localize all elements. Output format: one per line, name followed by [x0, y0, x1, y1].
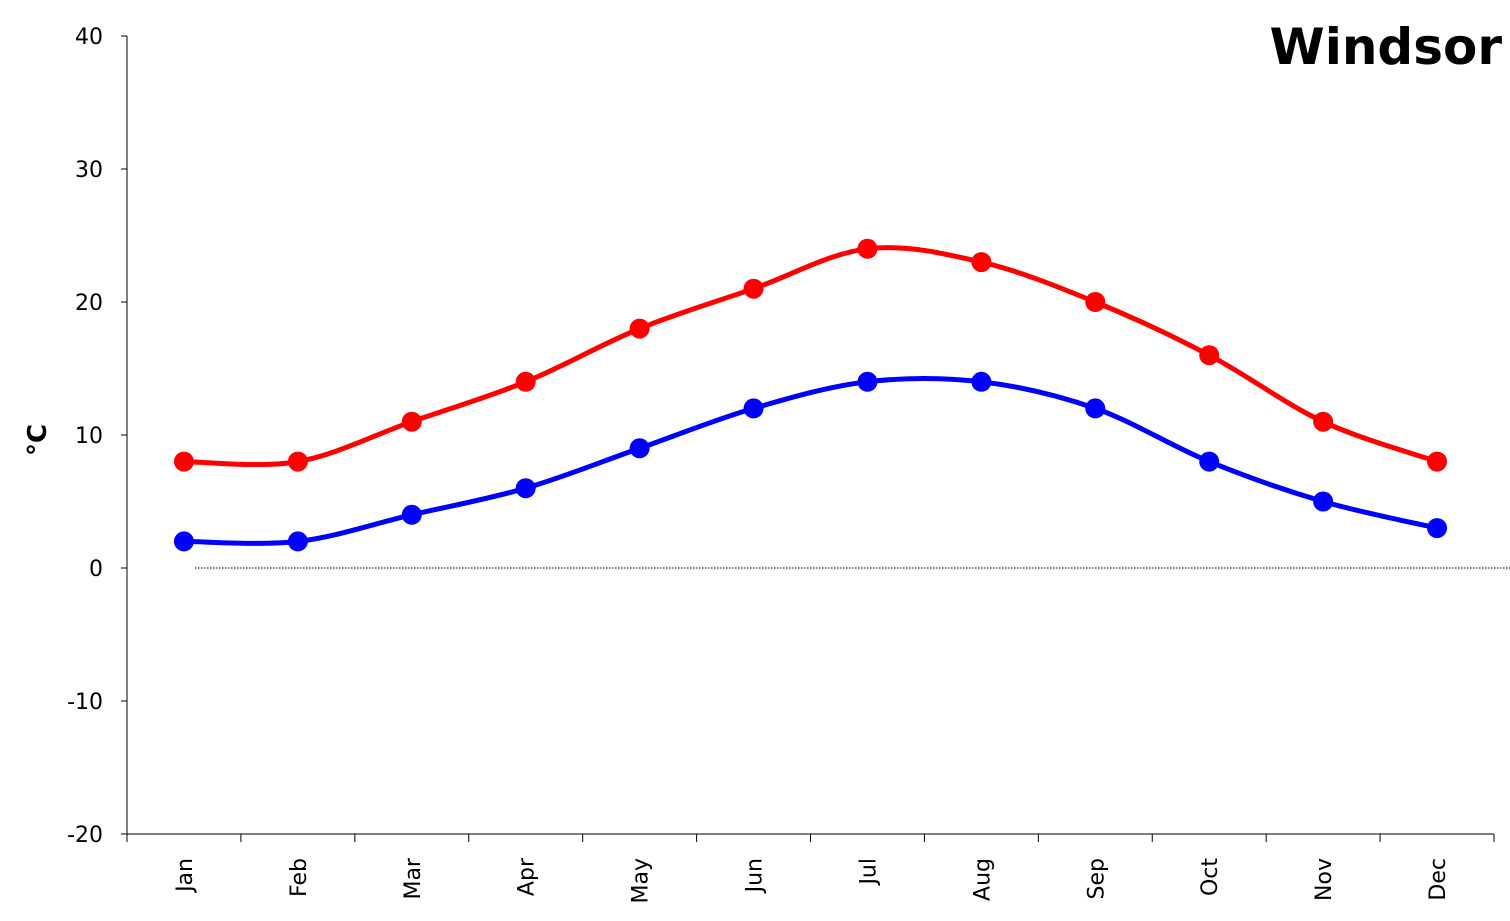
series-1-point-jun [743, 398, 764, 419]
x-tick-label: Feb [287, 858, 312, 897]
x-tick-label: Mar [401, 857, 426, 899]
y-tick-label: 10 [75, 424, 103, 449]
series-1-point-jan [173, 531, 194, 552]
x-tick-label: Apr [515, 857, 540, 896]
x-tick-label: Nov [1312, 858, 1337, 901]
y-tick-label: -20 [67, 823, 103, 848]
x-tick-label: Sep [1084, 858, 1109, 899]
series-1-point-mar [401, 504, 422, 525]
chart-title: Windsor [1269, 18, 1502, 76]
x-tick-label: Jun [743, 858, 768, 894]
series-0-point-jan [173, 451, 194, 472]
series-0-point-may [629, 318, 650, 339]
series-1-point-may [629, 438, 650, 459]
y-tick-label: 40 [75, 25, 103, 50]
chart-axes: 40 30 20 10 0 -10 -20 Jan Feb Mar Apr May Jun Jul Aug S… [67, 25, 1510, 903]
x-tick-label: Oct [1198, 858, 1223, 896]
series-0-point-sep [1085, 292, 1106, 312]
series-0-point-jun [743, 278, 764, 299]
series-0-point-apr [515, 371, 536, 392]
y-tick-label: 0 [89, 557, 103, 582]
series-1-point-dec [1427, 518, 1448, 539]
y-tick-label: 30 [75, 158, 103, 183]
series-line-0 [181, 245, 1440, 468]
series-0-point-mar [401, 411, 422, 432]
x-tick-label: May [629, 858, 654, 903]
chart-series [173, 238, 1448, 552]
x-tick-label: Dec [1426, 858, 1451, 901]
series-1-point-sep [1085, 398, 1106, 419]
series-1-point-jul [857, 371, 878, 392]
series-0-point-aug [971, 252, 992, 273]
x-tick-label: Aug [970, 858, 995, 901]
x-tick-label: Jul [856, 858, 881, 887]
series-1-point-feb [287, 531, 308, 552]
series-0-point-oct [1199, 345, 1220, 366]
series-1-point-aug [971, 371, 992, 392]
series-0-point-jul [857, 238, 878, 259]
y-tick-label: -10 [67, 690, 103, 715]
series-1-point-apr [515, 478, 536, 499]
series-0-point-feb [287, 451, 308, 472]
series-line-1 [181, 376, 1440, 546]
series-1-point-oct [1199, 451, 1220, 472]
series-0-point-dec [1427, 451, 1448, 472]
x-tick-label: Jan [173, 858, 198, 894]
series-1-point-nov [1313, 491, 1334, 512]
y-tick-label: 20 [75, 291, 103, 316]
series-0-point-nov [1313, 411, 1334, 432]
